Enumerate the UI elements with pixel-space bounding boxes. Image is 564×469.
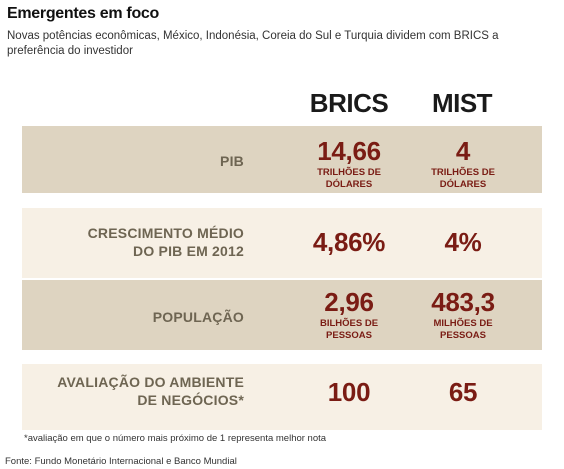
mist-value: 4 TRILHÕES DE DÓLARES [431,136,495,190]
table-row-avaliacao: AVALIAÇÃO DO AMBIENTE DE NEGÓCIOS* 100 6… [22,364,542,430]
mist-value: 65 [448,377,478,407]
brics-value: 100 [327,377,371,407]
brics-value: 14,66 TRILHÕES DE DÓLARES [317,136,381,190]
column-header-brics: BRICS [309,88,389,118]
page-title: Emergentes em foco [7,5,159,22]
mist-value: 483,3 MILHÕES DE PESSOAS [431,287,495,341]
row-label: PIB [220,153,244,169]
table-row-pib: PIB 14,66 TRILHÕES DE DÓLARES 4 TRILHÕES… [22,126,542,193]
page-subtitle: Novas potências econômicas, México, Indo… [7,30,499,57]
brics-value: 4,86% [312,227,386,257]
footnote: *avaliação em que o número mais próximo … [24,433,327,444]
row-label: POPULAÇÃO [152,309,244,325]
mist-value: 4% [444,227,482,257]
table-row-populacao: POPULAÇÃO 2,96 BILHÕES DE PESSOAS 483,3 … [22,280,542,350]
brics-value: 2,96 BILHÕES DE PESSOAS [319,287,379,341]
table-row-crescimento: CRESCIMENTO MÉDIO DO PIB EM 2012 4,86% 4… [22,208,542,278]
source-credit: Fonte: Fundo Monetário Internacional e B… [5,456,237,467]
comparison-table: BRICS MIST PIB 14,66 TRILHÕES DE DÓLARES… [22,80,542,430]
row-label: CRESCIMENTO MÉDIO DO PIB EM 2012 [87,225,244,259]
row-label: AVALIAÇÃO DO AMBIENTE DE NEGÓCIOS* [57,374,244,408]
column-header-mist: MIST [431,88,493,118]
